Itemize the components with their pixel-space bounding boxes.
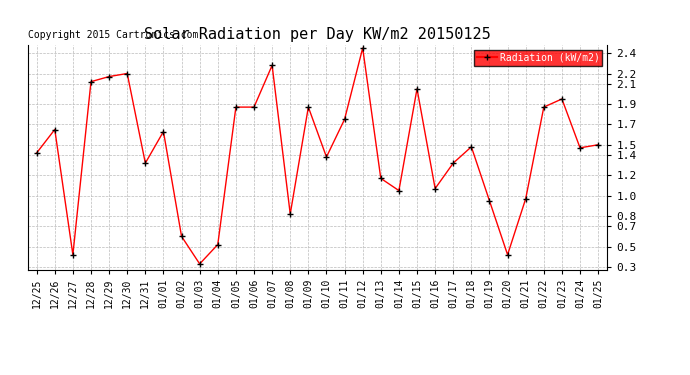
- Title: Solar Radiation per Day KW/m2 20150125: Solar Radiation per Day KW/m2 20150125: [144, 27, 491, 42]
- Legend: Radiation (kW/m2): Radiation (kW/m2): [474, 50, 602, 66]
- Text: Copyright 2015 Cartronics.com: Copyright 2015 Cartronics.com: [28, 30, 198, 40]
